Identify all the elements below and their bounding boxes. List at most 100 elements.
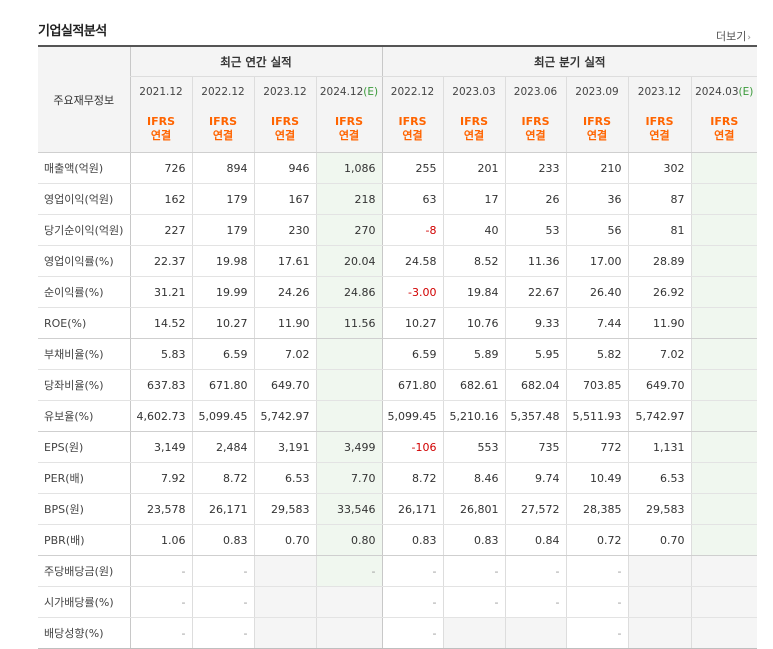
value-cell: 703.85: [565, 369, 628, 401]
ifrs-label: IFRS: [460, 115, 488, 128]
value-cell: 10.76: [442, 307, 505, 339]
value-cell: 19.99: [191, 276, 254, 308]
value-cell: 7.92: [129, 462, 192, 494]
value-cell: -: [442, 586, 505, 618]
value-cell: [627, 617, 691, 649]
period-date-header: 2024.03(E): [690, 76, 757, 106]
value-cell: 255: [381, 152, 443, 184]
row-label: 배당성향(%): [38, 617, 130, 649]
consolidated-label: 연결: [714, 129, 735, 142]
table-row: 시가배당률(%) - - - - - -: [38, 586, 757, 618]
value-cell: [690, 369, 757, 401]
ifrs-badge: IFRS 연결: [315, 106, 382, 153]
value-cell: 87: [627, 183, 691, 215]
period-date-header: 2023.03: [442, 76, 505, 106]
value-cell: 3,499: [315, 431, 382, 463]
value-cell: [690, 493, 757, 525]
value-cell: 40: [442, 214, 505, 246]
ifrs-badge: IFRS 연결: [627, 106, 691, 153]
estimate-mark: (E): [363, 85, 379, 98]
row-label: 순이익률(%): [38, 276, 130, 308]
value-cell: 179: [191, 214, 254, 246]
value-cell: 23,578: [129, 493, 192, 525]
ifrs-badge: IFRS 연결: [565, 106, 628, 153]
value-cell: 218: [315, 183, 382, 215]
value-cell: [690, 214, 757, 246]
value-cell: 17.00: [565, 245, 628, 277]
value-cell: 671.80: [381, 369, 443, 401]
value-cell: 894: [191, 152, 254, 184]
ifrs-badge: IFRS 연결: [504, 106, 566, 153]
value-cell: 26.40: [565, 276, 628, 308]
value-cell: [690, 183, 757, 215]
consolidated-label: 연결: [338, 129, 360, 142]
value-cell: 10.27: [191, 307, 254, 339]
value-cell: 772: [565, 431, 628, 463]
quarter-group-header: 최근 분기 실적: [381, 45, 757, 77]
consolidated-label: 연결: [525, 129, 546, 142]
row-label: 주당배당금(원): [38, 555, 130, 587]
value-cell: 4,602.73: [129, 400, 192, 432]
period-date: 2022.12: [201, 85, 245, 98]
ifrs-badge: IFRS 연결: [253, 106, 316, 153]
value-cell: -: [504, 586, 566, 618]
value-cell: -: [191, 555, 254, 587]
financial-table: 주요재무정보 최근 연간 실적 최근 분기 실적 2021.12 2022.12 2…: [38, 45, 757, 649]
value-cell: 10.27: [381, 307, 443, 339]
period-date: 2022.12: [390, 85, 435, 98]
value-cell: 26: [504, 183, 566, 215]
row-label: 매출액(억원): [38, 152, 130, 184]
value-cell: 671.80: [191, 369, 254, 401]
value-cell: [690, 431, 757, 463]
value-cell: 8.46: [442, 462, 505, 494]
value-cell: 0.83: [191, 524, 254, 556]
value-cell: 28,385: [565, 493, 628, 525]
value-cell: 26,171: [381, 493, 443, 525]
period-date: 2024.12: [319, 85, 364, 98]
ifrs-label: IFRS: [583, 115, 611, 128]
value-cell: 0.83: [381, 524, 443, 556]
value-cell: 726: [129, 152, 192, 184]
period-date: 2023.06: [513, 85, 558, 98]
value-cell: 24.58: [381, 245, 443, 277]
period-date: 2024.03: [695, 85, 739, 98]
value-cell: 230: [253, 214, 316, 246]
period-date-header: 2023.12: [627, 76, 691, 106]
table-row: 매출액(억원) 726 894 946 1,086 255 201 233 210 302: [38, 152, 757, 184]
value-cell: 29,583: [627, 493, 691, 525]
value-cell: 22.37: [129, 245, 192, 277]
row-label: BPS(원): [38, 493, 130, 525]
value-cell: 227: [129, 214, 192, 246]
value-cell: 682.61: [442, 369, 505, 401]
value-cell: 0.83: [442, 524, 505, 556]
section-title: 기업실적분석: [38, 24, 107, 39]
value-cell: [315, 586, 382, 618]
value-cell: 5,099.45: [381, 400, 443, 432]
consolidated-label: 연결: [649, 129, 670, 142]
value-cell: 6.53: [253, 462, 316, 494]
table-row: 순이익률(%) 31.21 19.99 24.26 24.86 -3.00 19.84 22.…: [38, 276, 757, 308]
value-cell: -3.00: [381, 276, 443, 308]
value-cell: 2,484: [191, 431, 254, 463]
table-row: 부채비율(%) 5.83 6.59 7.02 6.59 5.89 5.95 5.82 7.02: [38, 338, 757, 370]
row-label: 부채비율(%): [38, 338, 130, 370]
value-cell: -8: [381, 214, 443, 246]
value-cell: 3,191: [253, 431, 316, 463]
value-cell: 7.70: [315, 462, 382, 494]
ifrs-label: IFRS: [710, 115, 739, 128]
value-cell: 8.72: [191, 462, 254, 494]
value-cell: -: [565, 617, 628, 649]
value-cell: 33,546: [315, 493, 382, 525]
value-cell: 3,149: [129, 431, 192, 463]
value-cell: 649.70: [627, 369, 691, 401]
value-cell: -: [129, 617, 192, 649]
value-cell: 0.80: [315, 524, 382, 556]
more-link[interactable]: 더보기›: [716, 28, 751, 44]
row-header-label: 주요재무정보: [38, 45, 130, 153]
value-cell: 6.53: [627, 462, 691, 494]
row-label: PER(배): [38, 462, 130, 494]
table-row: 영업이익률(%) 22.37 19.98 17.61 20.04 24.58 8.52 11.…: [38, 245, 757, 277]
value-cell: 7.02: [627, 338, 691, 370]
period-date: 2021.12: [139, 85, 183, 98]
